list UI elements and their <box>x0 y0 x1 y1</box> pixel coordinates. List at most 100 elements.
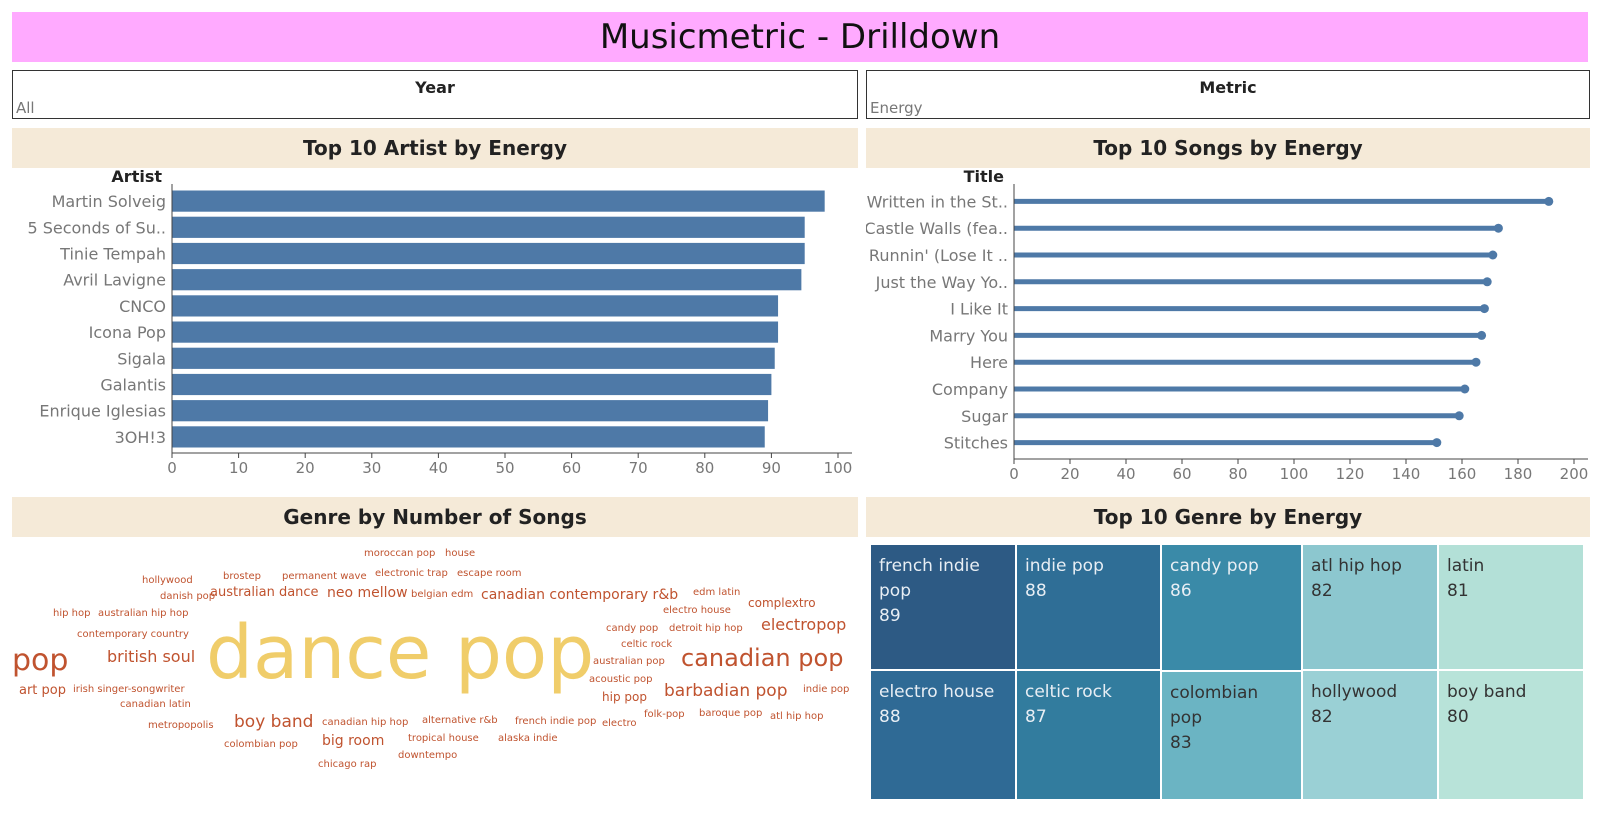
treemap-cell[interactable]: candy pop 86 <box>1161 544 1302 671</box>
word-cloud-term[interactable]: permanent wave <box>282 571 367 582</box>
treemap-cell[interactable]: colombian pop 83 <box>1161 671 1302 800</box>
x-tick-label: 40 <box>1116 465 1135 483</box>
treemap-cell[interactable]: boy band 80 <box>1438 670 1584 800</box>
x-tick-label: 140 <box>1392 465 1421 483</box>
word-cloud-term[interactable]: folk-pop <box>644 709 685 720</box>
songs-panel-header: Top 10 Songs by Energy <box>866 128 1590 168</box>
word-cloud-term[interactable]: hollywood <box>142 575 193 586</box>
metric-filter[interactable]: Metric Energy <box>866 70 1590 119</box>
treemap-cell[interactable]: indie pop 88 <box>1016 544 1161 670</box>
word-cloud-term[interactable]: neo mellow <box>327 585 408 601</box>
word-cloud-term[interactable]: hip hop <box>53 608 91 619</box>
treemap-cell-value: 82 <box>1311 707 1333 727</box>
bar <box>172 216 805 238</box>
word-cloud-term[interactable]: complextro <box>748 596 816 610</box>
word-cloud-term[interactable]: art pop <box>19 683 66 698</box>
lollipop-head <box>1460 384 1470 394</box>
word-cloud-term[interactable]: colombian pop <box>224 739 298 750</box>
metric-filter-value[interactable]: Energy <box>870 99 923 117</box>
category-label: CNCO <box>119 297 166 316</box>
word-cloud-term[interactable]: danish pop <box>160 591 216 602</box>
word-cloud-term[interactable]: australian dance <box>210 585 319 600</box>
word-cloud-term[interactable]: acoustic pop <box>589 674 653 685</box>
treemap-cell-value: 83 <box>1170 733 1192 753</box>
category-label: Enrique Iglesias <box>39 402 166 421</box>
lollipop-head <box>1471 357 1481 367</box>
genre-treemap-panel-title: Top 10 Genre by Energy <box>1093 505 1363 529</box>
treemap-cell[interactable]: latin 81 <box>1438 544 1584 670</box>
word-cloud-term[interactable]: pop <box>12 643 69 678</box>
word-cloud-term[interactable]: electro house <box>663 605 731 616</box>
treemap-cell-value: 88 <box>1025 581 1047 601</box>
word-cloud-term[interactable]: brostep <box>223 571 261 582</box>
treemap-cell-label: atl hip hop <box>1311 556 1402 576</box>
treemap-cell[interactable]: electro house 88 <box>870 670 1016 800</box>
word-cloud-term[interactable]: australian hip hop <box>98 608 189 619</box>
word-cloud-term[interactable]: barbadian pop <box>664 681 788 701</box>
word-cloud-term[interactable]: tropical house <box>408 733 479 744</box>
x-tick-label: 90 <box>762 459 781 477</box>
word-cloud-term[interactable]: electro <box>602 718 637 729</box>
word-cloud-term[interactable]: electropop <box>761 615 847 634</box>
word-cloud-term[interactable]: big room <box>322 733 385 749</box>
word-cloud-term[interactable]: hip pop <box>602 690 647 704</box>
treemap-cell-label: celtic rock <box>1025 682 1112 702</box>
x-tick-label: 0 <box>1009 465 1019 483</box>
word-cloud-term[interactable]: house <box>445 548 476 559</box>
x-tick-label: 10 <box>229 459 248 477</box>
word-cloud-term[interactable]: alternative r&b <box>422 715 498 726</box>
word-cloud-term[interactable]: indie pop <box>803 684 850 695</box>
genre-cloud-panel-header: Genre by Number of Songs <box>12 497 858 537</box>
word-cloud-term[interactable]: contemporary country <box>77 629 189 640</box>
bar <box>172 321 779 343</box>
treemap-cell[interactable]: celtic rock 87 <box>1016 670 1161 800</box>
word-cloud-term[interactable]: alaska indie <box>498 733 558 744</box>
lollipop-head <box>1493 223 1503 233</box>
word-cloud-term[interactable]: celtic rock <box>621 639 673 650</box>
word-cloud-term[interactable]: atl hip hop <box>770 711 824 722</box>
word-cloud-term[interactable]: canadian contemporary r&b <box>481 587 679 603</box>
category-label: 3OH!3 <box>115 428 166 447</box>
word-cloud-term[interactable]: canadian pop <box>681 644 844 672</box>
lollipop-head <box>1482 277 1492 287</box>
word-cloud-term[interactable]: downtempo <box>398 750 458 761</box>
word-cloud-term[interactable]: canadian hip hop <box>322 717 409 728</box>
word-cloud-term[interactable]: canadian latin <box>120 699 191 710</box>
category-label: Here <box>970 353 1008 372</box>
word-cloud-term[interactable]: belgian edm <box>411 589 474 600</box>
category-label: Icona Pop <box>89 323 166 342</box>
word-cloud-term[interactable]: edm latin <box>693 587 741 598</box>
word-cloud-term[interactable]: moroccan pop <box>364 548 436 559</box>
word-cloud-term[interactable]: british soul <box>107 647 196 666</box>
word-cloud-term[interactable]: boy band <box>234 712 314 732</box>
year-filter[interactable]: Year All <box>12 70 858 119</box>
treemap-cell-value: 88 <box>879 707 901 727</box>
word-cloud-term[interactable]: escape room <box>457 568 522 579</box>
artists-bar-chart: Artist Martin Solveig 5 Seconds of Su.. Tin… <box>27 170 853 477</box>
category-label: 5 Seconds of Su.. <box>27 218 166 237</box>
category-label: Marry You <box>929 326 1008 345</box>
bar <box>172 400 769 422</box>
x-tick-label: 0 <box>167 459 177 477</box>
word-cloud-term[interactable]: electronic trap <box>375 568 448 579</box>
word-cloud-term[interactable]: irish singer-songwriter <box>73 684 185 695</box>
word-cloud-term[interactable]: french indie pop <box>515 716 597 727</box>
word-cloud-term[interactable]: australian pop <box>593 656 665 667</box>
word-cloud-term[interactable]: metropopolis <box>148 720 214 731</box>
artists-panel-header: Top 10 Artist by Energy <box>12 128 858 168</box>
word-cloud-term[interactable]: candy pop <box>606 623 659 634</box>
songs-lollipop-chart: Title Written in the St.. Castle Walls (fe… <box>866 170 1588 483</box>
year-filter-value[interactable]: All <box>16 99 35 117</box>
word-cloud-term[interactable]: detroit hip hop <box>669 623 743 634</box>
word-cloud-term[interactable]: baroque pop <box>699 708 763 719</box>
word-cloud-term[interactable]: chicago rap <box>318 759 377 770</box>
category-label: Stitches <box>944 434 1008 453</box>
category-label: Runnin' (Lose It .. <box>869 246 1008 265</box>
x-tick-label: 100 <box>824 459 853 477</box>
treemap-cell[interactable]: hollywood 82 <box>1302 670 1438 800</box>
lollipop-head <box>1432 438 1442 448</box>
treemap-cell[interactable]: atl hip hop 82 <box>1302 544 1438 670</box>
treemap-cell[interactable]: french indie pop 89 <box>870 544 1016 670</box>
word-cloud-term[interactable]: dance pop <box>206 610 595 696</box>
treemap-cell-label: french indie pop <box>879 556 980 601</box>
